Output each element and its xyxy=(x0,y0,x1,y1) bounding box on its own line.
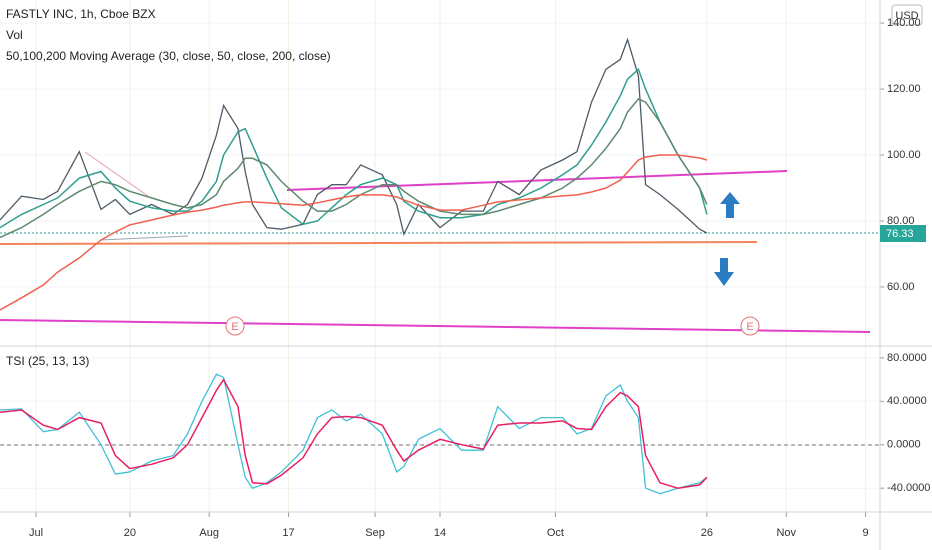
y-tick-label: 40.0000 xyxy=(887,395,927,407)
x-tick-label: 20 xyxy=(124,527,136,539)
indicator-title: TSI (25, 13, 13) xyxy=(6,354,89,368)
trend-line xyxy=(84,151,149,197)
x-tick-label: 14 xyxy=(434,527,446,539)
chart-title: FASTLY INC, 1h, Cboe BZX xyxy=(6,7,156,21)
x-tick-label: Aug xyxy=(199,527,219,539)
y-tick-label: 80.00 xyxy=(887,215,915,227)
y-tick-label: 0.0000 xyxy=(887,439,921,451)
series-line xyxy=(0,97,708,239)
series-line xyxy=(0,67,708,229)
last-price-box xyxy=(880,225,926,242)
y-tick-label: 80.0000 xyxy=(887,352,927,364)
support-line xyxy=(0,241,758,245)
earnings-label: E xyxy=(746,321,753,333)
series-line xyxy=(0,154,708,311)
y-tick-label: 100.00 xyxy=(887,149,921,161)
trend-line xyxy=(286,170,788,191)
last-price-label: 76.33 xyxy=(886,228,914,240)
volume-trend-line xyxy=(0,319,871,333)
y-tick-label: -40.0000 xyxy=(887,482,930,494)
currency-label: USD xyxy=(895,10,918,22)
marks xyxy=(0,37,708,495)
indicator-label: Vol xyxy=(6,28,23,42)
x-tick-label: Jul xyxy=(29,527,43,539)
down-arrow xyxy=(714,258,734,286)
series-line xyxy=(0,37,708,237)
y-tick-label: 140.00 xyxy=(887,17,921,29)
x-tick-label: 17 xyxy=(282,527,294,539)
x-tick-label: 26 xyxy=(701,527,713,539)
earnings-marker xyxy=(225,316,245,336)
series-line xyxy=(0,378,708,489)
y-tick-label: 120.00 xyxy=(887,83,921,95)
up-arrow xyxy=(720,192,740,218)
x-tick-label: 9 xyxy=(863,527,869,539)
trend-line xyxy=(99,235,189,241)
x-tick-label: Oct xyxy=(547,527,564,539)
earnings-label: E xyxy=(231,321,238,333)
x-tick-label: Nov xyxy=(776,527,796,539)
y-tick-label: 60.00 xyxy=(887,281,915,293)
x-tick-label: Sep xyxy=(365,527,385,539)
currency-box[interactable] xyxy=(891,4,923,26)
indicator-label: 50,100,200 Moving Average (30, close, 50… xyxy=(6,49,331,63)
earnings-marker xyxy=(740,316,760,336)
